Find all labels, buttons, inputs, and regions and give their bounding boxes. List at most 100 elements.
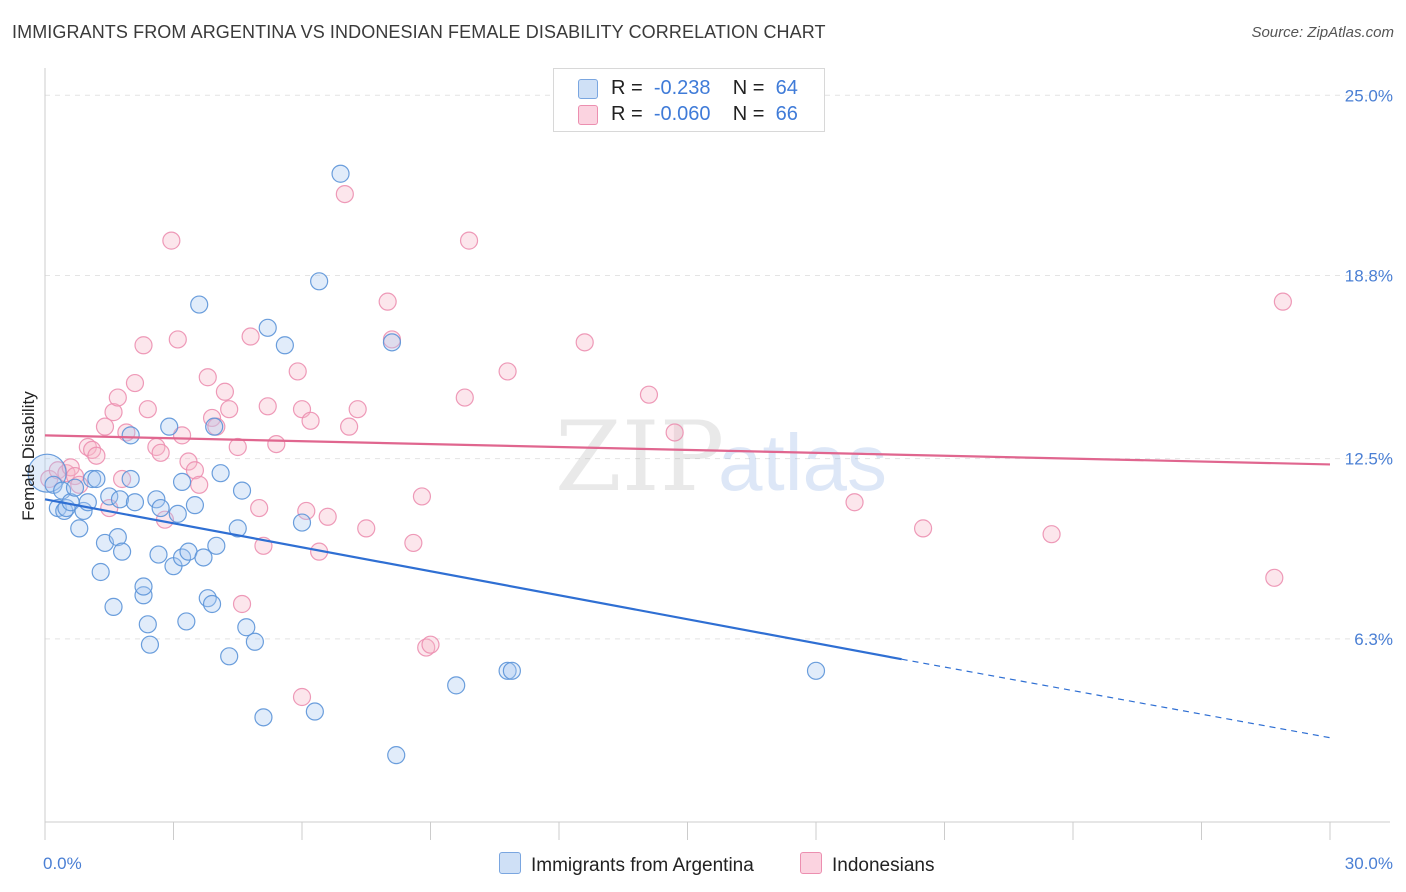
data-point (151, 498, 170, 518)
data-point (288, 362, 307, 381)
data-point (125, 493, 145, 512)
y-tick-label: 6.3% (1354, 630, 1393, 649)
watermark-zip: ZIP (555, 401, 724, 513)
data-point (87, 469, 106, 489)
data-point (121, 426, 140, 445)
data-point (220, 400, 239, 419)
data-point (258, 397, 277, 416)
data-point (134, 336, 153, 355)
legend-n-label: N = (732, 77, 765, 99)
data-point (70, 519, 89, 538)
bottom-legend-label: Indonesians (832, 855, 935, 876)
data-point (100, 487, 119, 506)
data-point (455, 388, 474, 407)
data-point (149, 545, 168, 564)
data-point (134, 577, 153, 596)
data-point (639, 385, 659, 404)
data-point (348, 400, 367, 419)
data-point (168, 330, 187, 349)
argentina-trend-extension (901, 658, 1331, 739)
legend-r-label: R = (611, 103, 643, 125)
data-point (404, 533, 423, 553)
data-point (357, 519, 376, 538)
data-point (110, 490, 130, 509)
data-point (104, 403, 123, 422)
data-point (340, 417, 359, 436)
data-point (228, 519, 247, 538)
data-point (310, 272, 329, 291)
data-point (207, 536, 226, 555)
data-point (185, 496, 205, 515)
bottom-legend-argentina: Immigrants from Argentina (499, 852, 754, 877)
data-point (665, 423, 684, 442)
correlation-legend: R = -0.238 N = 64 R = -0.060 N = 66 (553, 68, 825, 132)
data-point (275, 336, 294, 355)
data-point (502, 661, 521, 680)
legend-r-value: -0.238 (653, 77, 711, 99)
data-point (162, 231, 181, 250)
data-point (160, 417, 179, 436)
data-point (335, 184, 354, 204)
data-point (177, 612, 196, 631)
data-point (237, 618, 256, 637)
data-point (378, 292, 397, 311)
data-point (250, 498, 269, 518)
legend-n-value: 64 (775, 77, 798, 99)
data-point (198, 368, 217, 387)
axes (44, 68, 1390, 840)
data-point (331, 164, 350, 183)
indonesians-trend-line (44, 434, 1331, 466)
x-tick-label: 30.0% (1345, 854, 1393, 873)
y-axis-label: Female Disability (19, 391, 38, 521)
data-point (498, 362, 517, 381)
watermark: ZIP atlas (555, 401, 887, 513)
data-point (447, 676, 466, 695)
data-point (125, 373, 145, 393)
data-point (575, 333, 594, 352)
data-point (104, 597, 123, 616)
data-point (65, 478, 85, 497)
data-point (147, 490, 166, 509)
legend-r-label: R = (611, 77, 643, 99)
data-point (232, 594, 252, 614)
data-point (318, 507, 337, 526)
grid-lines (45, 94, 1390, 640)
x-tick-label: 0.0% (43, 854, 82, 873)
data-point (1265, 568, 1284, 587)
data-point (151, 443, 170, 462)
data-point (83, 469, 102, 489)
data-point (190, 295, 209, 314)
legend-r-value: -0.060 (653, 103, 711, 125)
bottom-legend-swatch-blue (499, 852, 521, 874)
data-point (202, 594, 222, 614)
data-point (138, 615, 157, 634)
watermark-atlas: atlas (718, 418, 887, 507)
data-point (108, 528, 127, 547)
y-tick-label: 12.5% (1345, 450, 1393, 469)
data-point (215, 382, 234, 401)
data-point (140, 635, 160, 654)
data-point (241, 327, 260, 346)
data-point (205, 417, 224, 436)
data-point (258, 318, 277, 337)
data-point (228, 437, 247, 457)
argentina-points (27, 164, 826, 765)
data-point (27, 453, 67, 493)
data-point (91, 562, 110, 582)
indonesians-points (40, 184, 1292, 707)
data-point (292, 687, 312, 707)
data-point (172, 472, 192, 491)
data-point (267, 434, 286, 454)
data-point (498, 661, 517, 680)
bottom-legend-label: Immigrants from Argentina (531, 855, 754, 876)
data-point (459, 231, 479, 250)
data-point (138, 400, 157, 419)
source-label: Source: ZipAtlas.com (1251, 24, 1394, 41)
data-point (292, 513, 312, 532)
data-point (190, 475, 209, 494)
bottom-legend-swatch-pink (800, 852, 822, 874)
data-point (305, 702, 324, 721)
data-point (297, 501, 316, 521)
bottom-legend-indonesians: Indonesians (800, 852, 934, 877)
